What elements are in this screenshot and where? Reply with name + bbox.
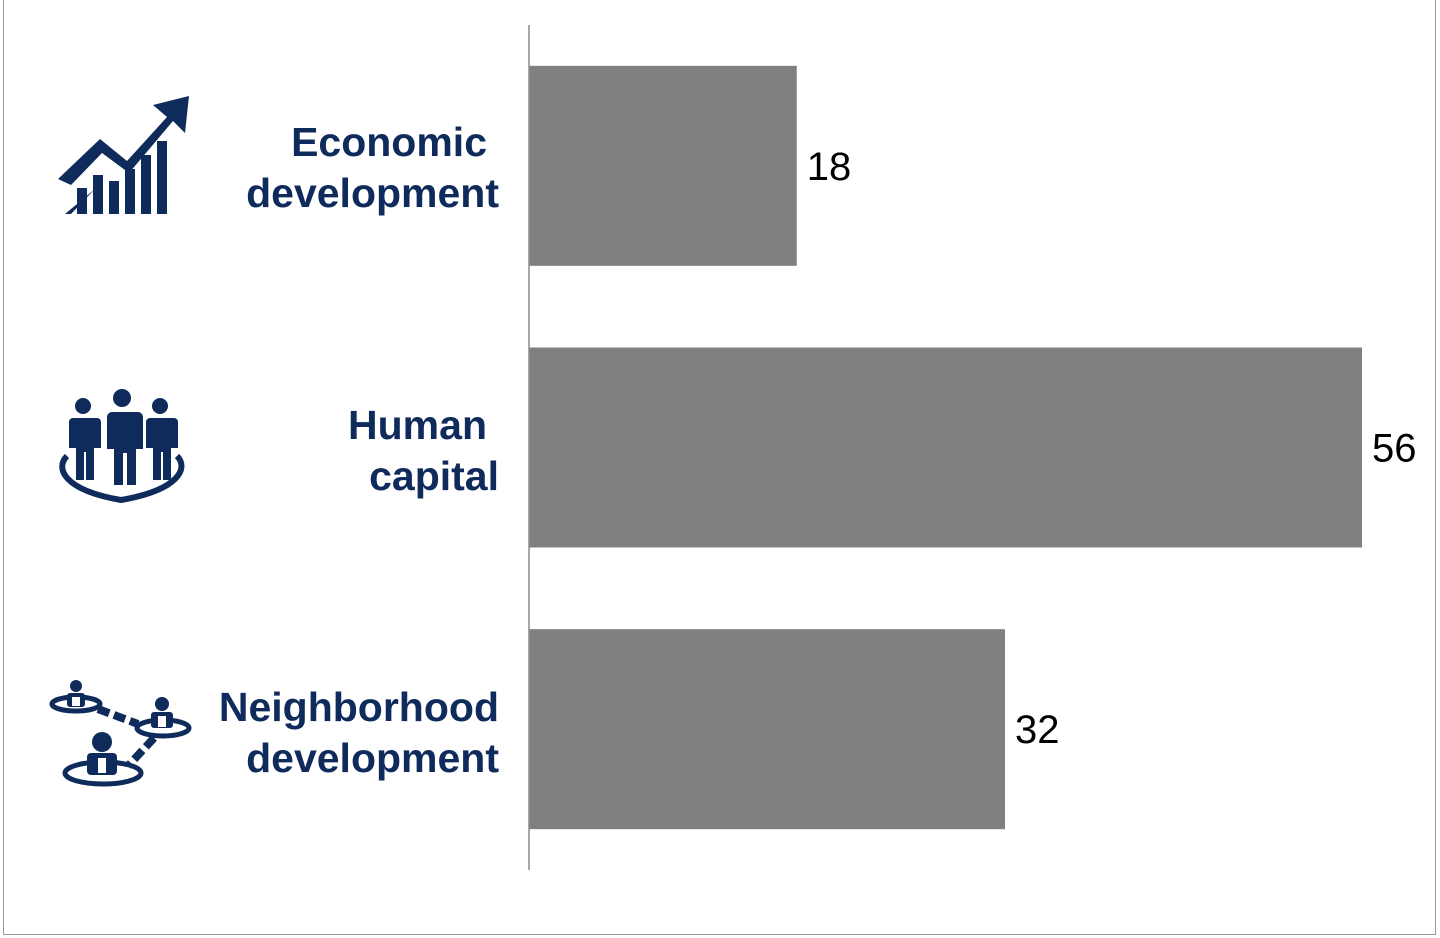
- category-label-human-capital: Human capital: [179, 400, 499, 502]
- people-group-icon: [59, 389, 185, 504]
- category-label-economic-development: Economic development: [179, 117, 499, 219]
- chart-growth-icon: [58, 96, 189, 214]
- category-label-line: Economic: [291, 119, 487, 165]
- category-label-line: Human: [348, 402, 487, 448]
- category-label-line: capital: [369, 453, 499, 499]
- data-label-1: 56: [1372, 427, 1417, 471]
- category-label-line: development: [246, 170, 499, 216]
- bar-0: [529, 65, 797, 266]
- chart-frame: [3, 0, 1436, 935]
- network-people-icon: [49, 680, 192, 787]
- bar-1: [529, 347, 1362, 548]
- data-label-2: 32: [1015, 708, 1060, 752]
- category-label-line: development: [246, 735, 499, 781]
- category-label-line: Neighborhood: [218, 684, 499, 730]
- category-label-neighborhood-development: Neighborhood development: [179, 682, 499, 784]
- bar-2: [529, 629, 1005, 830]
- data-label-0: 18: [807, 145, 852, 189]
